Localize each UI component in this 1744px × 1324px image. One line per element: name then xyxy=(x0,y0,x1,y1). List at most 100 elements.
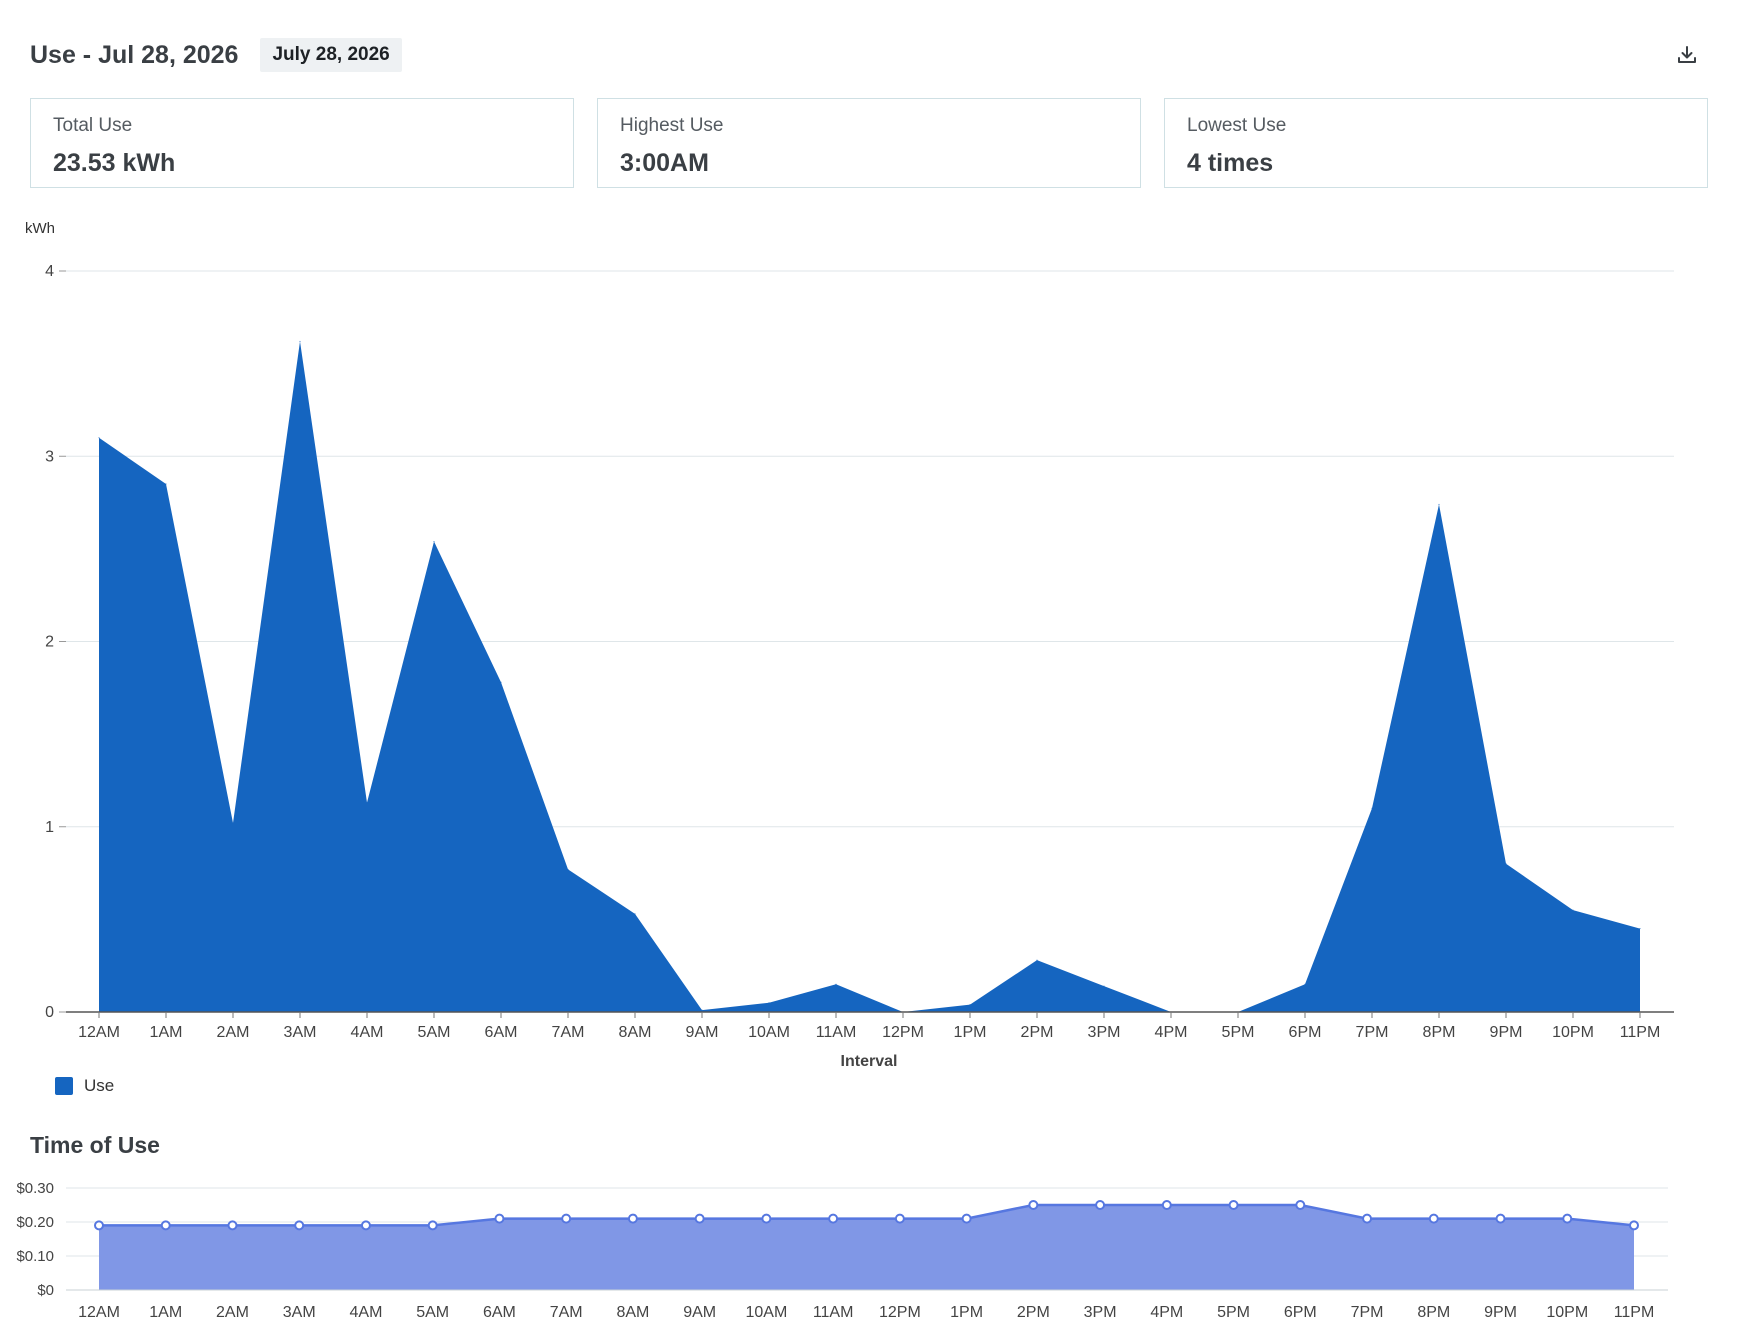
data-point xyxy=(1562,1213,1573,1224)
data-point xyxy=(165,483,167,485)
x-tick-label: 12AM xyxy=(78,1304,120,1321)
x-tick-label: 3PM xyxy=(1088,1024,1121,1041)
x-tick-label: 10AM xyxy=(745,1304,787,1321)
data-point xyxy=(1304,983,1306,985)
x-tick-label: 12PM xyxy=(882,1024,924,1041)
x-tick-label: 8PM xyxy=(1417,1304,1450,1321)
x-tick-label: 5PM xyxy=(1217,1304,1250,1321)
data-point xyxy=(1103,985,1105,987)
x-tick-label: 5AM xyxy=(416,1304,449,1321)
time-of-use-chart: $0 $0.10 $0.20 $0.30 12AM 1AM 2AM 3AM 4AM 5AM 6AM 7… xyxy=(16,1180,1668,1321)
x-tick-label: 9PM xyxy=(1490,1024,1523,1041)
x-tick-label: 3AM xyxy=(284,1024,317,1041)
data-point xyxy=(1028,1200,1039,1210)
series-area-use xyxy=(99,341,1640,1012)
time-of-use-title: Time of Use xyxy=(30,1132,160,1158)
series-line-rate xyxy=(99,1203,1635,1227)
data-point xyxy=(1428,1213,1439,1224)
summary-card-total-use: Total Use 23.53 kWh xyxy=(30,98,574,188)
data-point xyxy=(500,681,502,683)
x-tick-label: 4AM xyxy=(351,1024,384,1041)
x-tick-label: 4AM xyxy=(350,1304,383,1321)
x-tick-label: 4PM xyxy=(1155,1024,1188,1041)
data-point xyxy=(1228,1200,1239,1210)
x-tick-label: 7AM xyxy=(550,1304,583,1321)
data-point xyxy=(1036,959,1038,961)
x-tick-label: 1PM xyxy=(950,1304,983,1321)
x-tick-label: 5AM xyxy=(418,1024,451,1041)
data-point xyxy=(227,1220,238,1231)
y-tick-label: 2 xyxy=(45,634,54,651)
x-tick-label: 7PM xyxy=(1351,1304,1384,1321)
y-tick-label: $0.10 xyxy=(16,1248,54,1265)
data-point xyxy=(634,913,636,915)
data-point xyxy=(835,983,837,985)
legend-swatch-use xyxy=(55,1077,73,1095)
x-tick-label: 2PM xyxy=(1021,1024,1054,1041)
chart-legend[interactable]: Use xyxy=(55,1076,114,1096)
data-point xyxy=(360,1220,371,1231)
usage-area-chart: kWh 0 1 2 3 4 12AM 1AM 2AM 3AM 4AM 5AM 6AM 7AM 8AM 9AM 1… xyxy=(25,220,1674,1070)
x-tick-label: 11PM xyxy=(1614,1304,1655,1321)
x-tick-label: 2AM xyxy=(216,1304,249,1321)
data-point xyxy=(701,1009,703,1011)
data-point xyxy=(1362,1213,1373,1224)
data-point xyxy=(761,1213,772,1224)
data-point xyxy=(961,1213,972,1224)
data-point xyxy=(494,1213,505,1224)
x-tick-label: 5PM xyxy=(1222,1024,1255,1041)
y-tick-label: 0 xyxy=(45,1004,54,1021)
x-tick-label: 10PM xyxy=(1546,1304,1588,1321)
data-point xyxy=(232,822,234,824)
card-label: Highest Use xyxy=(620,115,724,136)
y-tick-label: $0 xyxy=(37,1282,54,1299)
x-tick-label: 11AM xyxy=(816,1024,857,1041)
x-tick-label: 11PM xyxy=(1620,1024,1661,1041)
data-point xyxy=(1505,863,1507,865)
data-point xyxy=(1572,909,1574,911)
series-area-rate xyxy=(99,1205,1634,1290)
data-point xyxy=(894,1213,905,1224)
x-tick-label: 3PM xyxy=(1084,1304,1117,1321)
x-tick-label: 12AM xyxy=(78,1024,120,1041)
data-point xyxy=(828,1213,839,1224)
data-point xyxy=(561,1213,572,1224)
data-point xyxy=(1438,503,1440,505)
x-axis-label: Interval xyxy=(841,1053,898,1070)
x-tick-label: 12PM xyxy=(879,1304,921,1321)
summary-card-highest-use: Highest Use 3:00AM xyxy=(597,98,1141,188)
y-tick-label: $0.30 xyxy=(16,1180,54,1197)
data-point xyxy=(433,540,435,542)
x-tick-label: 8AM xyxy=(616,1304,649,1321)
download-button[interactable] xyxy=(1670,38,1704,72)
x-tick-label: 1PM xyxy=(954,1024,987,1041)
x-tick-label: 3AM xyxy=(283,1304,316,1321)
data-point xyxy=(427,1220,438,1231)
data-point xyxy=(1295,1200,1306,1210)
y-tick-label: 3 xyxy=(45,448,54,465)
data-point xyxy=(1629,1220,1639,1231)
data-point xyxy=(1495,1213,1506,1224)
data-point xyxy=(94,1220,104,1231)
card-label: Total Use xyxy=(53,115,133,136)
date-badge[interactable]: July 28, 2026 xyxy=(260,38,402,72)
x-tick-label: 2PM xyxy=(1017,1304,1050,1321)
x-tick-label: 7AM xyxy=(552,1024,585,1041)
data-point xyxy=(694,1213,705,1224)
data-point xyxy=(1371,807,1373,809)
download-icon xyxy=(1678,46,1696,63)
header: Use - Jul 28, 2026 July 28, 2026 xyxy=(30,36,402,74)
data-point xyxy=(567,868,569,870)
x-tick-label: 7PM xyxy=(1356,1024,1389,1041)
x-tick-label: 9PM xyxy=(1484,1304,1517,1321)
data-point xyxy=(294,1220,305,1231)
x-tick-label: 6PM xyxy=(1284,1304,1317,1321)
x-tick-label: 10PM xyxy=(1552,1024,1594,1041)
x-tick-label: 8PM xyxy=(1423,1024,1456,1041)
y-tick-label: 4 xyxy=(45,263,54,280)
data-point xyxy=(98,437,100,439)
data-point xyxy=(1639,928,1641,930)
x-tick-label: 6AM xyxy=(485,1024,518,1041)
data-point xyxy=(627,1213,638,1224)
data-point xyxy=(299,340,301,342)
